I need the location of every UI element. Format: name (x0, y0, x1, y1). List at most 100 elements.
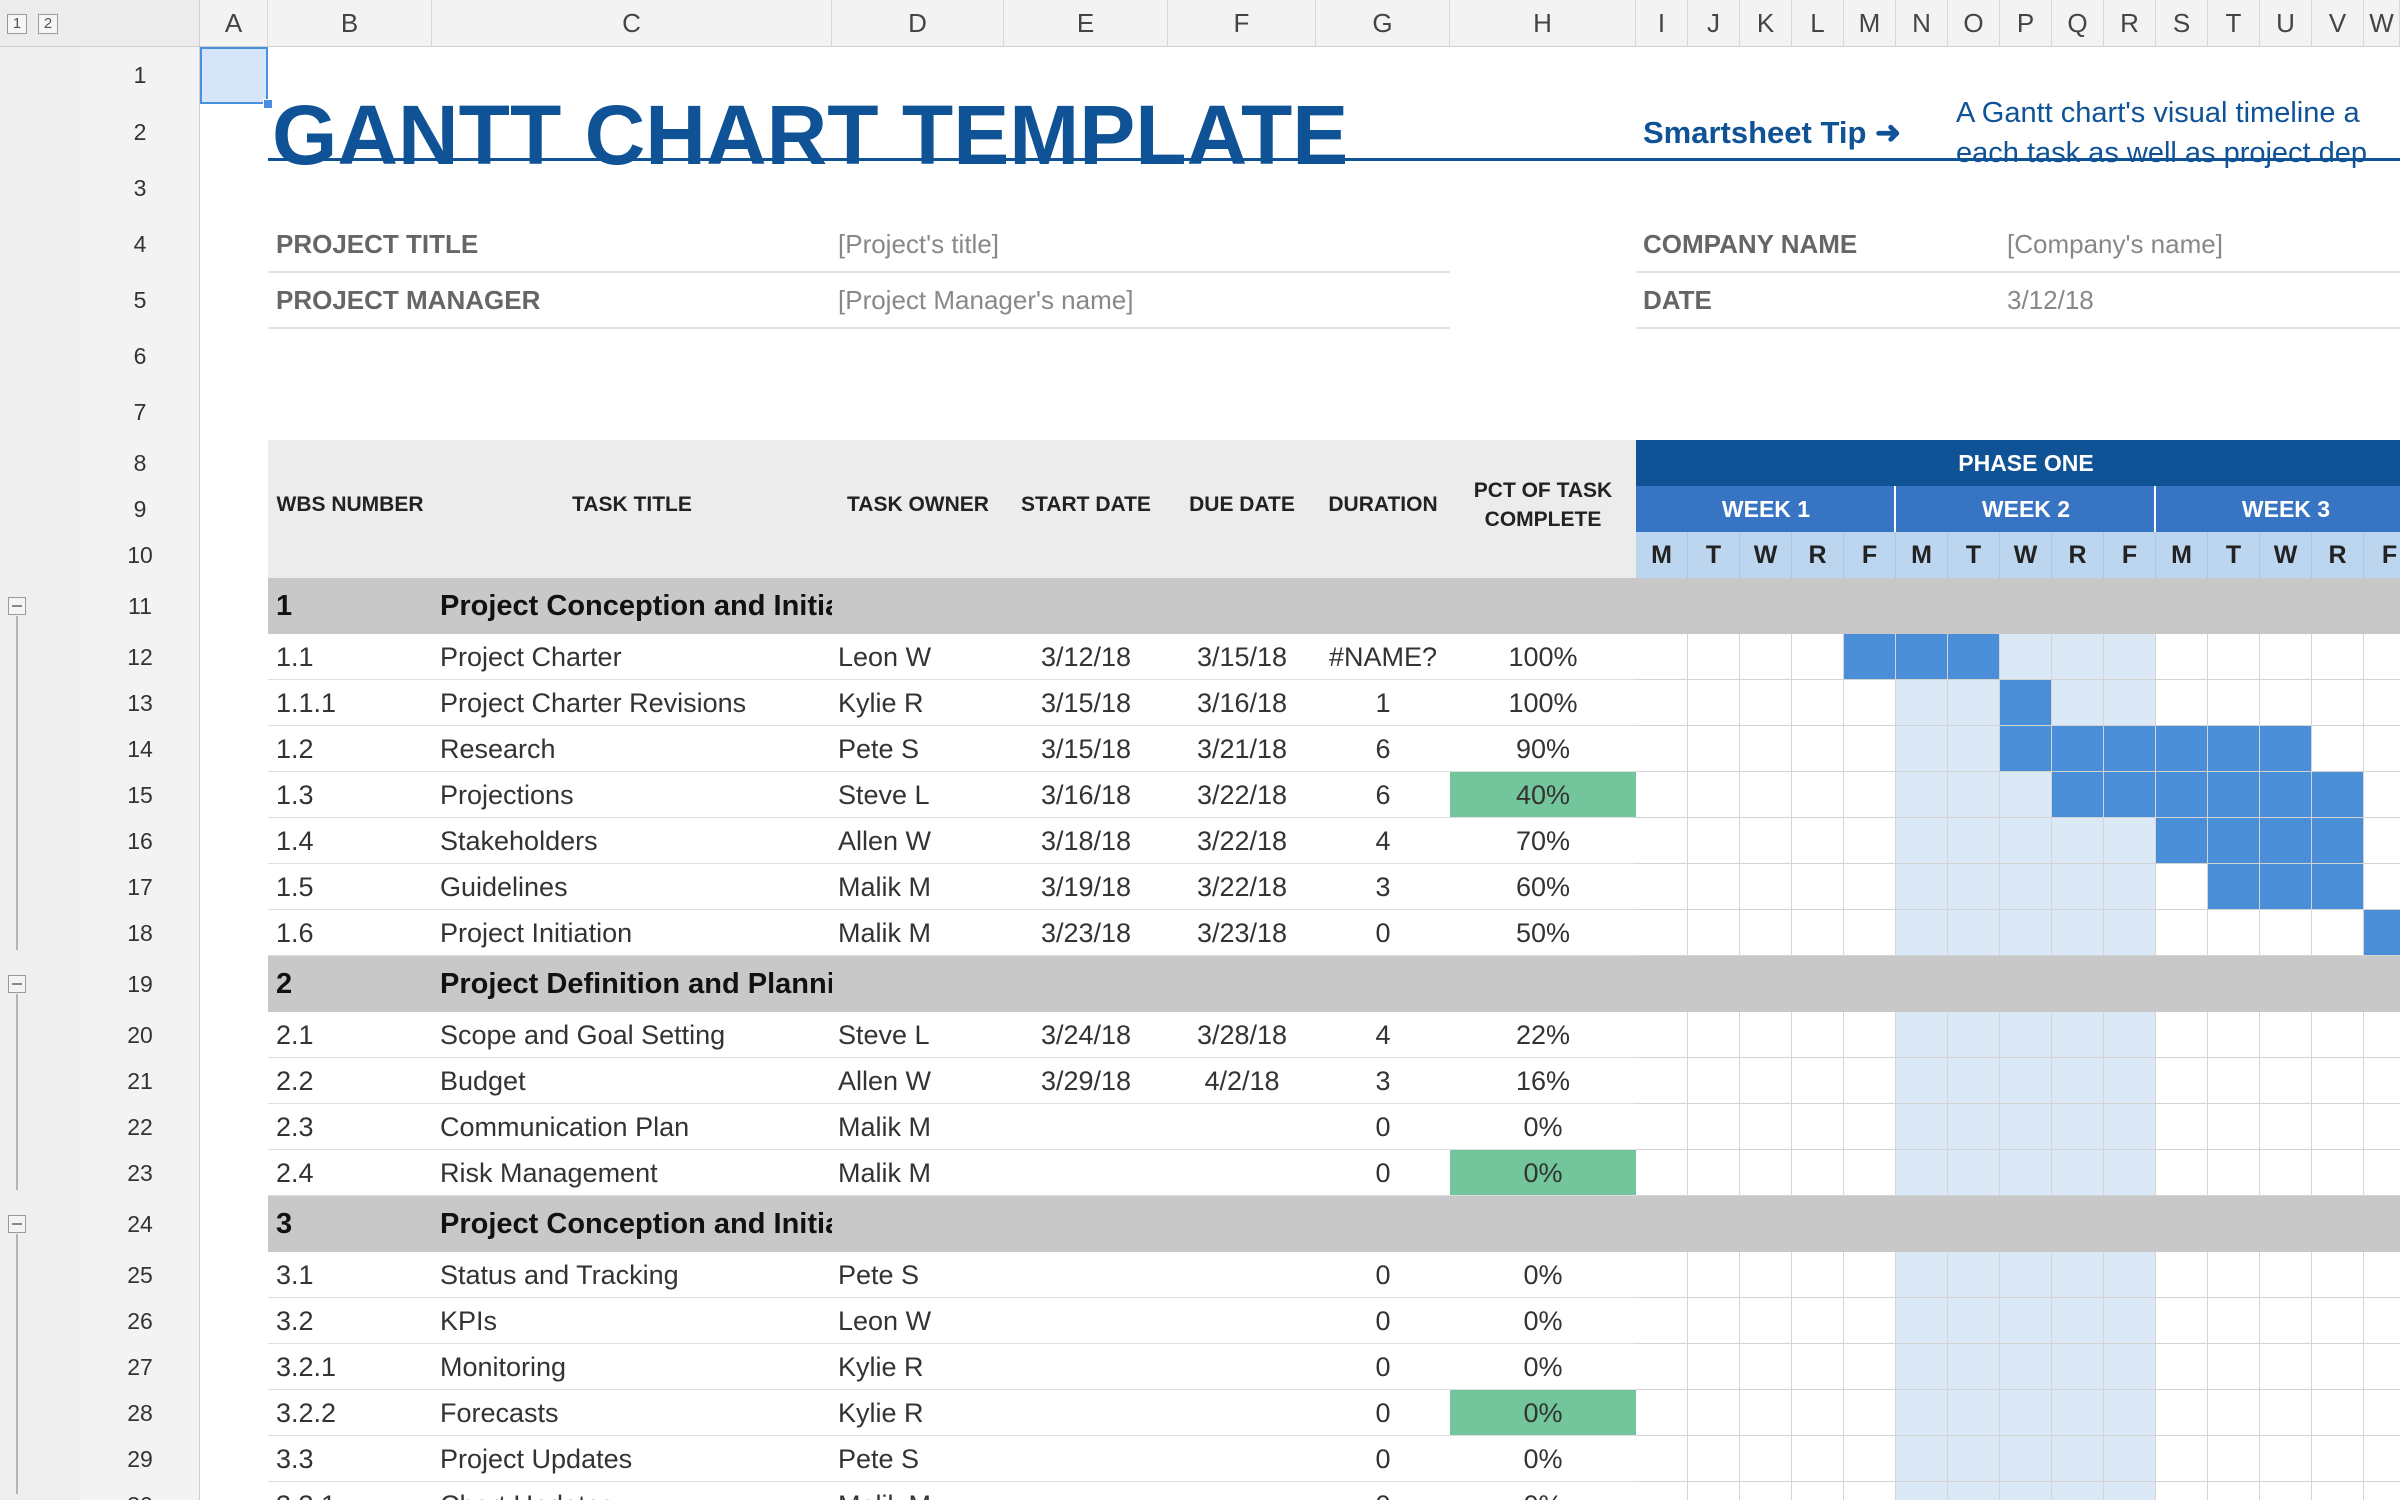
gantt-cell[interactable] (1792, 864, 1844, 910)
gantt-cell[interactable] (2364, 1482, 2400, 1500)
task-owner-cell[interactable]: Malik M (838, 872, 931, 902)
pct-complete-cell[interactable]: 100% (1508, 642, 1578, 672)
due-date-cell[interactable] (1168, 1252, 1316, 1298)
gantt-cell[interactable] (1740, 1058, 1792, 1104)
task-bar-segment[interactable] (2312, 864, 2364, 910)
wbs-cell[interactable]: 1.2 (276, 734, 314, 764)
pct-complete-cell[interactable]: 0% (1450, 1390, 1636, 1435)
gantt-cell[interactable] (1844, 1012, 1896, 1058)
gantt-cell[interactable] (1688, 1104, 1740, 1150)
task-title-cell[interactable]: Monitoring (440, 1352, 567, 1382)
gantt-cell[interactable] (1896, 818, 1948, 864)
gantt-cell[interactable] (1636, 1104, 1688, 1150)
task-bar-segment[interactable] (2208, 864, 2260, 910)
start-date-cell[interactable]: 3/29/18 (1040, 1066, 1132, 1096)
task-owner-cell[interactable]: Kylie R (838, 688, 924, 718)
row-header-10[interactable]: 10 (127, 542, 153, 568)
gantt-cell[interactable] (1844, 1436, 1896, 1482)
gantt-cell[interactable] (2156, 1252, 2208, 1298)
column-header-v[interactable]: V (2312, 0, 2364, 47)
start-date-cell[interactable] (1004, 1252, 1168, 1298)
task-title-cell[interactable]: Stakeholders (440, 826, 598, 856)
row-header-24[interactable]: 24 (127, 1211, 153, 1237)
task-title-cell[interactable]: Budget (440, 1066, 526, 1096)
task-owner-cell[interactable]: Leon W (838, 1306, 932, 1336)
gantt-cell[interactable] (1792, 1298, 1844, 1344)
column-header-o[interactable]: O (1948, 0, 2000, 47)
gantt-cell[interactable] (2260, 1344, 2312, 1390)
gantt-cell[interactable] (1896, 680, 1948, 726)
pct-complete-cell[interactable]: 0% (1523, 1260, 1563, 1290)
duration-cell[interactable]: 0 (1375, 1444, 1391, 1474)
row-header-3[interactable]: 3 (133, 175, 147, 201)
gantt-cell[interactable] (1636, 1150, 1688, 1196)
duration-cell[interactable]: 4 (1375, 826, 1391, 856)
wbs-cell[interactable]: 1.1.1 (276, 688, 337, 718)
task-bar-segment[interactable] (2260, 818, 2312, 864)
row-header-5[interactable]: 5 (133, 287, 147, 313)
row-header-26[interactable]: 26 (127, 1308, 153, 1334)
row-header-13[interactable]: 13 (127, 690, 153, 716)
gantt-cell[interactable] (2104, 1252, 2156, 1298)
gantt-cell[interactable] (2260, 680, 2312, 726)
row-header-19[interactable]: 19 (127, 971, 153, 997)
duration-cell[interactable]: 6 (1375, 780, 1391, 810)
row-header-8[interactable]: 8 (133, 450, 147, 476)
gantt-cell[interactable] (2312, 1150, 2364, 1196)
gantt-cell[interactable] (1636, 634, 1688, 680)
gantt-cell[interactable] (1896, 1104, 1948, 1150)
row-header-16[interactable]: 16 (127, 828, 153, 854)
gantt-cell[interactable] (1688, 772, 1740, 818)
task-bar-segment[interactable] (2312, 818, 2364, 864)
wbs-cell[interactable]: 3.2.1 (276, 1352, 337, 1382)
task-bar-segment[interactable] (1844, 634, 1896, 680)
gantt-cell[interactable] (2052, 680, 2104, 726)
gantt-cell[interactable] (1792, 1252, 1844, 1298)
task-title-cell[interactable]: Forecasts (440, 1398, 559, 1428)
gantt-cell[interactable] (2052, 864, 2104, 910)
fill-handle[interactable] (263, 99, 273, 109)
gantt-cell[interactable] (2156, 1104, 2208, 1150)
gantt-cell[interactable] (2260, 1252, 2312, 1298)
task-owner-cell[interactable]: Allen W (838, 826, 932, 856)
gantt-cell[interactable] (2052, 1252, 2104, 1298)
column-header-e[interactable]: E (1004, 0, 1168, 47)
project-title-value[interactable]: [Project's title] (838, 229, 1000, 259)
task-title-cell[interactable]: Status and Tracking (440, 1260, 679, 1290)
gantt-cell[interactable] (1948, 1150, 2000, 1196)
section-title[interactable]: Project Conception and Initiat (440, 1208, 832, 1240)
section-title[interactable]: Project Conception and Initiat (440, 590, 832, 622)
column-header-q[interactable]: Q (2052, 0, 2104, 47)
gantt-cell[interactable] (2156, 1298, 2208, 1344)
duration-cell[interactable]: #NAME? (1328, 642, 1438, 672)
select-all-corner[interactable] (0, 0, 200, 47)
column-header-t[interactable]: T (2208, 0, 2260, 47)
gantt-cell[interactable] (2208, 1104, 2260, 1150)
task-owner-cell[interactable]: Leon W (838, 642, 932, 672)
gantt-cell[interactable] (1792, 1436, 1844, 1482)
pct-complete-cell[interactable]: 90% (1515, 734, 1571, 764)
task-owner-cell[interactable]: Steve L (838, 1020, 930, 1050)
row-header-2[interactable]: 2 (133, 119, 147, 145)
gantt-cell[interactable] (1792, 1012, 1844, 1058)
task-bar-segment[interactable] (2260, 864, 2312, 910)
gantt-cell[interactable] (2364, 1150, 2400, 1196)
gantt-cell[interactable] (2104, 1436, 2156, 1482)
gantt-cell[interactable] (1792, 1058, 1844, 1104)
pct-complete-cell[interactable]: 50% (1515, 918, 1571, 948)
gantt-cell[interactable] (2260, 1012, 2312, 1058)
due-date-cell[interactable] (1168, 1298, 1316, 1344)
gantt-cell[interactable] (2000, 1436, 2052, 1482)
gantt-cell[interactable] (1636, 1436, 1688, 1482)
gantt-cell[interactable] (2312, 1058, 2364, 1104)
gantt-cell[interactable] (2156, 1012, 2208, 1058)
gantt-cell[interactable] (2312, 1252, 2364, 1298)
gantt-cell[interactable] (1896, 1150, 1948, 1196)
start-date-cell[interactable]: 3/12/18 (1040, 642, 1132, 672)
task-owner-cell[interactable]: Pete S (838, 1260, 920, 1290)
due-date-cell[interactable]: 3/22/18 (1196, 826, 1288, 856)
gantt-cell[interactable] (1948, 726, 2000, 772)
wbs-cell[interactable]: 3.1 (276, 1260, 314, 1290)
gantt-cell[interactable] (2000, 864, 2052, 910)
column-header-j[interactable]: J (1688, 0, 1740, 47)
